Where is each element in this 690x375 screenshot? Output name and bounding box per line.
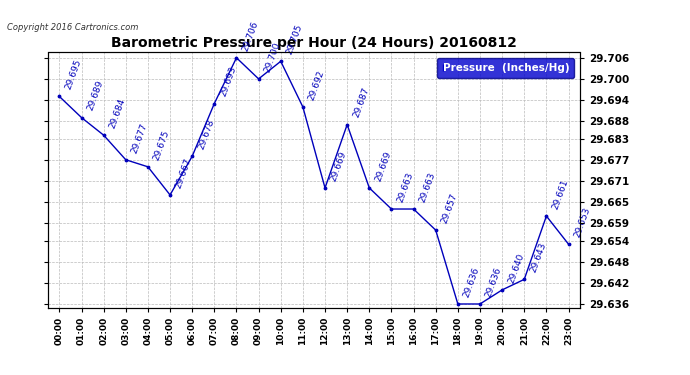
Text: 29.667: 29.667 — [174, 157, 193, 189]
Text: 29.678: 29.678 — [197, 118, 215, 151]
Legend: Pressure  (Inches/Hg): Pressure (Inches/Hg) — [437, 58, 574, 78]
Text: 29.663: 29.663 — [417, 171, 437, 204]
Title: Barometric Pressure per Hour (24 Hours) 20160812: Barometric Pressure per Hour (24 Hours) … — [111, 36, 517, 50]
Text: 29.661: 29.661 — [551, 178, 570, 210]
Text: 29.693: 29.693 — [219, 65, 238, 98]
Text: 29.636: 29.636 — [484, 266, 504, 298]
Text: 29.706: 29.706 — [241, 20, 260, 52]
Text: Copyright 2016 Cartronics.com: Copyright 2016 Cartronics.com — [7, 23, 138, 32]
Text: 29.669: 29.669 — [329, 150, 348, 182]
Text: 29.695: 29.695 — [63, 58, 83, 91]
Text: 29.705: 29.705 — [285, 23, 304, 56]
Text: 29.700: 29.700 — [263, 40, 282, 74]
Text: 29.692: 29.692 — [307, 69, 326, 102]
Text: 29.653: 29.653 — [573, 206, 592, 238]
Text: 29.669: 29.669 — [373, 150, 393, 182]
Text: 29.675: 29.675 — [152, 129, 171, 161]
Text: 29.684: 29.684 — [108, 97, 127, 130]
Text: 29.663: 29.663 — [395, 171, 415, 204]
Text: 29.677: 29.677 — [130, 122, 149, 154]
Text: 29.643: 29.643 — [529, 241, 548, 274]
Text: 29.657: 29.657 — [440, 192, 459, 225]
Text: 29.636: 29.636 — [462, 266, 481, 298]
Text: 29.687: 29.687 — [351, 86, 371, 119]
Text: 29.689: 29.689 — [86, 80, 105, 112]
Text: 29.640: 29.640 — [506, 252, 526, 284]
